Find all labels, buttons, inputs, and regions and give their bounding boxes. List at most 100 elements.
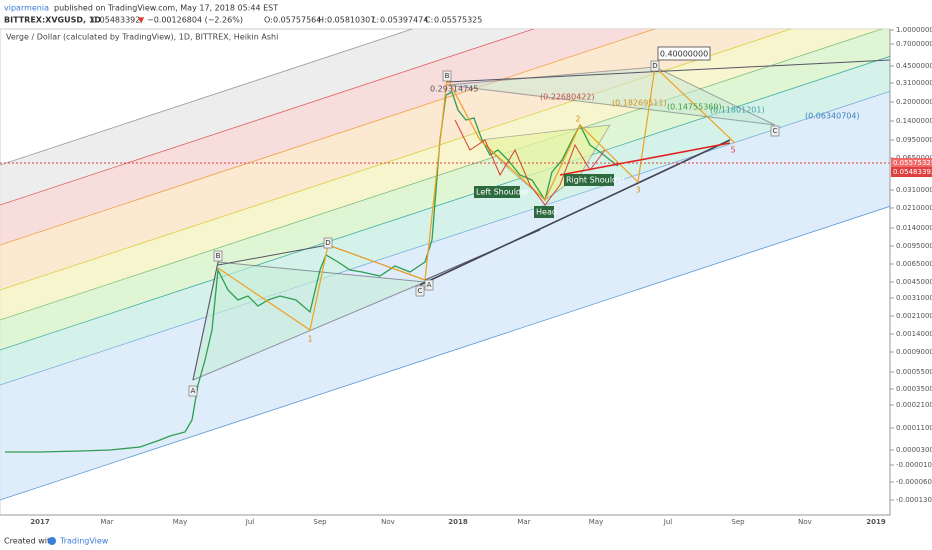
time-label: Nov	[381, 518, 395, 526]
price-label: -0.00013000	[896, 496, 932, 504]
low-label: L:	[372, 16, 379, 25]
last: 0.05483392	[92, 16, 140, 25]
time-label: Mar	[100, 518, 113, 526]
arc-line	[454, 119, 606, 206]
pattern-label: Head	[536, 208, 557, 217]
time-label: 2019	[866, 518, 886, 526]
price-line	[5, 91, 619, 453]
pattern-line	[217, 244, 329, 266]
point-label: B	[216, 252, 221, 260]
point-box	[650, 60, 660, 72]
pattern-label: Left Shoulder	[476, 188, 530, 197]
time-label: May	[173, 518, 187, 526]
level-label: 0.29314745	[430, 85, 478, 94]
time-label: Jul	[245, 518, 255, 526]
target-box	[657, 46, 711, 61]
author[interactable]: viparmenia	[4, 4, 49, 13]
footer-brand[interactable]: TradingView	[59, 537, 109, 546]
channel-band	[0, 91, 890, 501]
channel-line	[0, 29, 793, 291]
point-label: A	[427, 281, 432, 289]
point-label: D	[325, 239, 330, 247]
price-marker: 0.05483392	[893, 168, 932, 176]
close: 0.05575325	[434, 16, 482, 25]
point-box	[213, 250, 223, 262]
point-label: D	[652, 62, 657, 70]
published: published on TradingView.com, May 17, 20…	[54, 4, 278, 13]
open-label: O:	[264, 16, 273, 25]
high-label: H:	[318, 16, 327, 25]
time-label: 2018	[448, 518, 468, 526]
wave-label: 3	[635, 186, 640, 195]
direction: ▼	[138, 16, 145, 25]
pattern-label-box	[564, 174, 614, 186]
open: 0.05757564	[273, 16, 321, 25]
price-marker: 0.05575325	[893, 159, 932, 167]
legend: Verge / Dollar (calculated by TradingVie…	[6, 33, 278, 42]
wave-label: 5	[730, 146, 735, 155]
trend-line	[419, 139, 731, 286]
level-label: (0.14755360)	[667, 103, 722, 112]
point-label: C	[773, 127, 778, 135]
channel-line	[0, 29, 884, 321]
point-label: A	[191, 387, 196, 395]
price-marker-box	[891, 167, 932, 177]
point-label: B	[445, 72, 450, 80]
wave-label: 1	[307, 335, 312, 344]
channel-line	[0, 205, 890, 501]
triangle	[446, 66, 776, 126]
pattern-line	[192, 261, 219, 381]
channel-line	[0, 55, 890, 351]
point-label: C	[418, 287, 423, 295]
time-label: Jul	[663, 518, 673, 526]
level-label: (0.22680422)	[540, 93, 595, 102]
channel-line	[0, 90, 890, 386]
close-label: C:	[425, 16, 433, 25]
price-label: -0.00001000	[896, 461, 932, 469]
pattern-label: Right Shoulder	[566, 176, 626, 185]
time-label: Sep	[731, 518, 745, 526]
level-label: (0.18269511)	[612, 99, 667, 108]
point-box	[415, 285, 425, 297]
time-label: May	[589, 518, 603, 526]
symbol: BITTREX:XVGUSD, 1D	[4, 16, 101, 25]
logo	[48, 537, 56, 545]
time-label: Sep	[313, 518, 327, 526]
wave-label: 2	[575, 115, 580, 124]
price-label: -0.00006000	[896, 478, 932, 486]
channel-line	[0, 29, 414, 166]
point-box	[442, 70, 452, 82]
channel-line	[0, 29, 535, 206]
point-box	[323, 237, 333, 249]
low: 0.05397474	[380, 16, 428, 25]
footer-created: Created with	[4, 537, 55, 546]
point-box	[188, 385, 198, 397]
plot	[0, 29, 890, 501]
time-label: Mar	[517, 518, 530, 526]
target: 0.40000000	[660, 50, 708, 59]
projection-line	[559, 142, 731, 176]
time-label: 2017	[30, 518, 50, 526]
point-box	[770, 125, 780, 137]
